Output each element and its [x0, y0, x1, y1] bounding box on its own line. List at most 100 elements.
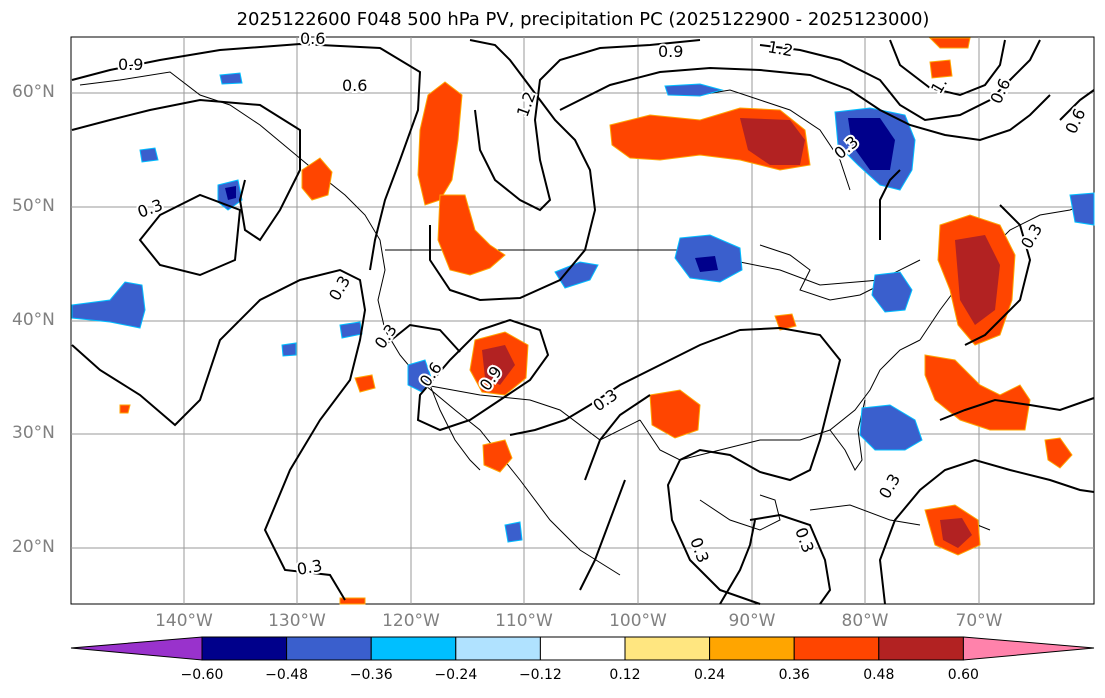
- precip-positive: [417, 81, 463, 206]
- colorbar-bin: [709, 636, 795, 661]
- lon-label-80: 80°W: [841, 611, 889, 631]
- colorbar-bin: [878, 636, 964, 661]
- lat-label-50: 50°N: [12, 196, 55, 216]
- colorbar-tick: −0.24: [434, 667, 478, 683]
- precip-negative: [504, 521, 523, 543]
- colorbar-tick: 0.48: [863, 667, 895, 683]
- pv-contour: [416, 318, 550, 432]
- colorbar-bin: [286, 636, 372, 661]
- coast-yucatan: [699, 494, 781, 531]
- precip-negative: [219, 72, 243, 85]
- graticule: [71, 37, 1094, 604]
- pv-contour: [384, 323, 461, 353]
- precip-negative: [554, 261, 599, 289]
- pv-contour: [1059, 89, 1095, 121]
- colorbar-tick: 0.60: [947, 667, 979, 683]
- pv-contour: [559, 66, 1051, 142]
- precip-positive: [924, 354, 1031, 431]
- lon-label-100: 100°W: [609, 611, 667, 631]
- coast-gulf: [639, 339, 921, 461]
- colorbar-tick: −0.60: [180, 667, 224, 683]
- colorbar-bin: [455, 636, 541, 661]
- precip-negative: [139, 147, 159, 163]
- precip-negative: [1069, 192, 1095, 226]
- colorbar-extend-high: [962, 636, 1095, 661]
- pv-contour: [879, 169, 901, 240]
- pv-label: 0.6: [342, 76, 367, 95]
- lat-label-30: 30°N: [12, 423, 55, 443]
- precip-positive: [649, 389, 701, 439]
- great-lakes: [759, 244, 881, 301]
- precip-positive: [929, 59, 953, 79]
- precip-positive: [1044, 437, 1073, 469]
- chart-title: 2025122600 F048 500 hPa PV, precipitatio…: [236, 9, 930, 30]
- precip-strong-positive: [740, 118, 805, 165]
- precip-positive: [928, 37, 971, 49]
- precip-positive: [774, 313, 797, 331]
- precip-positive: [301, 157, 333, 201]
- pv-contour: [964, 204, 1032, 346]
- colorbar-bin: [793, 636, 880, 661]
- pv-contour: [719, 519, 756, 605]
- pv-label: 0.6: [300, 29, 325, 48]
- coast-hudson: [699, 89, 851, 191]
- precip-weak-positive: [119, 404, 131, 414]
- precip-strong-positive: [482, 345, 515, 385]
- colorbar: [70, 636, 1095, 661]
- precip-positive: [354, 374, 376, 393]
- coast-cuba: [809, 504, 921, 526]
- pv-contour: [878, 458, 1095, 605]
- precip-negative: [664, 83, 724, 97]
- pv-contour: [71, 268, 367, 601]
- precip-negative: [859, 404, 923, 451]
- lon-label-140: 140°W: [155, 611, 213, 631]
- lon-label-70: 70°W: [955, 611, 1003, 631]
- pv-contour: [579, 479, 626, 591]
- lon-label-120: 120°W: [382, 611, 440, 631]
- precip-strong-negative: [695, 256, 718, 272]
- border-us-mexico: [424, 384, 641, 441]
- precip-strong-positive: [955, 235, 1000, 325]
- pv-contour: [889, 39, 1006, 97]
- colorbar-tick: 0.12: [609, 667, 641, 683]
- lat-label-40: 40°N: [12, 310, 55, 330]
- pv-contour: [939, 397, 1095, 421]
- pv-contour: [749, 513, 832, 605]
- coast-baja: [429, 384, 481, 471]
- precip-negative: [871, 271, 913, 313]
- colorbar-tick: 0.36: [778, 667, 810, 683]
- pv-contours: [71, 39, 1095, 605]
- lon-label-90: 90°W: [728, 611, 776, 631]
- colorbar-tick: 0.24: [694, 667, 726, 683]
- pv-contour: [584, 394, 651, 481]
- colorbar-extend-low: [70, 636, 203, 661]
- colorbar-bin: [370, 636, 457, 661]
- precip-negative: [281, 342, 297, 357]
- lon-label-110: 110°W: [495, 611, 553, 631]
- colorbar-bin: [539, 636, 626, 661]
- pv-contour: [509, 326, 842, 605]
- precip-positive: [482, 439, 513, 473]
- precip-strong-negative: [848, 118, 895, 170]
- colorbar-tick: −0.12: [518, 667, 562, 683]
- lat-label-20: 20°N: [12, 537, 55, 557]
- pv-label: 0.9: [118, 55, 143, 74]
- precip-weak-positive: [339, 597, 366, 605]
- lon-label-130: 130°W: [268, 611, 326, 631]
- colorbar-tick: −0.48: [265, 667, 309, 683]
- pv-label: 0.9: [658, 42, 683, 61]
- pv-contour: [138, 193, 242, 277]
- pv-contour: [474, 39, 701, 212]
- pv-contour: [429, 39, 597, 302]
- colorbar-bin: [624, 636, 711, 661]
- precip-negative: [71, 281, 146, 329]
- coast-florida: [829, 399, 866, 471]
- precip-strong-negative: [225, 186, 236, 200]
- lat-label-60: 60°N: [12, 82, 55, 102]
- pv-contour: [71, 42, 422, 271]
- colorbar-tick: −0.36: [349, 667, 393, 683]
- precip-strong-positive: [940, 518, 972, 548]
- pv-label: 1.2: [766, 37, 794, 60]
- precip-shading: [71, 37, 1095, 605]
